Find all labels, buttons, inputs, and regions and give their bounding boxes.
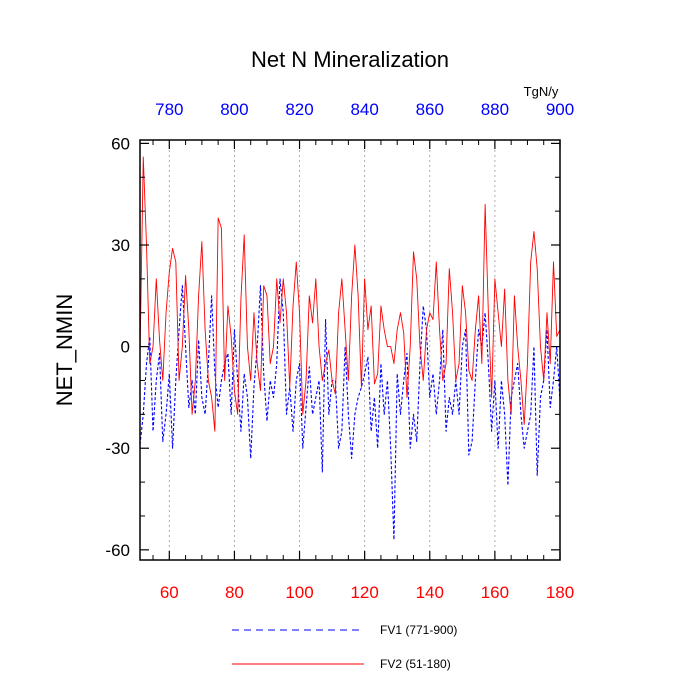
x-tick-label-120: 120 [350,583,378,602]
top-tick-label-820: 820 [285,100,313,119]
y-tick-label-60: 60 [111,134,130,153]
x-tick-label-80: 80 [225,583,244,602]
x-tick-label-160: 160 [481,583,509,602]
chart-title: Net N Mineralization [251,47,449,72]
series-line-fv1 [139,278,561,541]
y-axis-label: NET_NMIN [52,294,77,406]
series-line-fv2 [139,156,561,432]
legend-label-fv2: FV2 (51-180) [380,657,451,671]
x-tick-label-100: 100 [285,583,313,602]
plot-frame [139,139,561,561]
grid [168,140,496,560]
top-tick-label-800: 800 [220,100,248,119]
y-tick-label-0: 0 [121,338,130,357]
y-tick-label--60: -60 [105,541,130,560]
top-tick-label-880: 880 [481,100,509,119]
y-tick-label-30: 30 [111,236,130,255]
y-tick-label--30: -30 [105,439,130,458]
top-tick-label-840: 840 [350,100,378,119]
top-tick-label-860: 860 [416,100,444,119]
top-tick-label-780: 780 [155,100,183,119]
x-tick-label-140: 140 [416,583,444,602]
top-tick-label-900: 900 [546,100,574,119]
legend: FV1 (771-900) FV2 (51-180) [232,623,457,671]
axes: 60 30 0 -30 -60 60 80 100 120 140 160 180 780 800 820 8… [105,100,574,602]
legend-label-fv1: FV1 (771-900) [380,623,457,637]
series-layer [139,156,561,541]
x-tick-label-60: 60 [160,583,179,602]
units-label: TgN/y [524,84,559,99]
x-tick-label-180: 180 [546,583,574,602]
